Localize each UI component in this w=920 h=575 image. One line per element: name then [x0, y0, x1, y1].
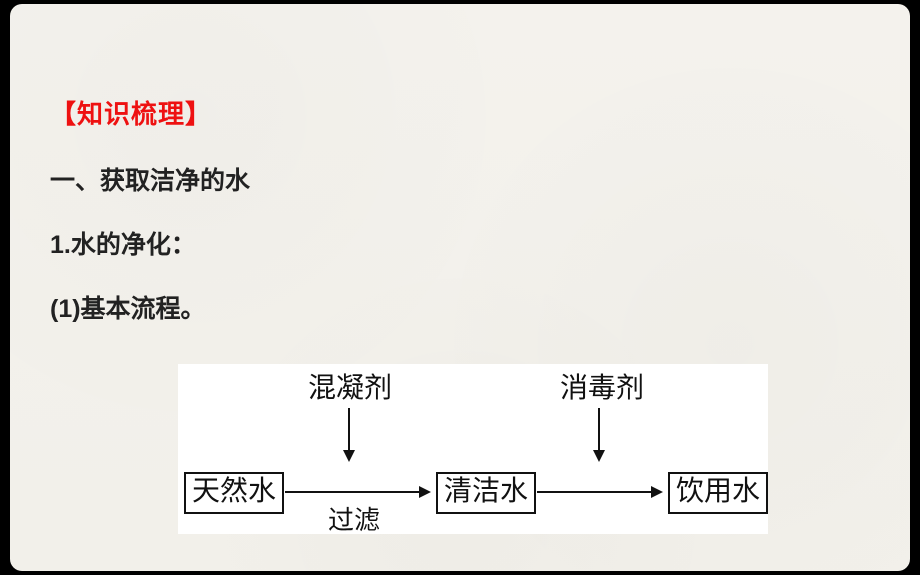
- arrow-down-1: [348, 408, 350, 460]
- box-natural-water: 天然水: [184, 472, 284, 514]
- label-filter: 过滤: [328, 500, 380, 537]
- box-clean-water: 清洁水: [436, 472, 536, 514]
- arrow-down-2: [598, 408, 600, 460]
- slide: 【知识梳理】 一、获取洁净的水 1.水的净化： (1)基本流程。 混凝剂 消毒剂…: [10, 4, 910, 571]
- topic-line-2: 1.水的净化：: [50, 225, 870, 261]
- label-coagulant: 混凝剂: [308, 366, 392, 406]
- arrow-right-1: [285, 491, 429, 493]
- label-disinfectant: 消毒剂: [560, 366, 644, 406]
- section-heading: 【知识梳理】: [50, 94, 870, 131]
- arrow-right-2: [537, 491, 661, 493]
- flow-diagram: 混凝剂 消毒剂 天然水 清洁水 饮用水 过滤: [178, 364, 768, 534]
- topic-line-1: 一、获取洁净的水: [50, 161, 870, 197]
- box-drinking-water: 饮用水: [668, 472, 768, 514]
- topic-line-3: (1)基本流程。: [50, 289, 870, 325]
